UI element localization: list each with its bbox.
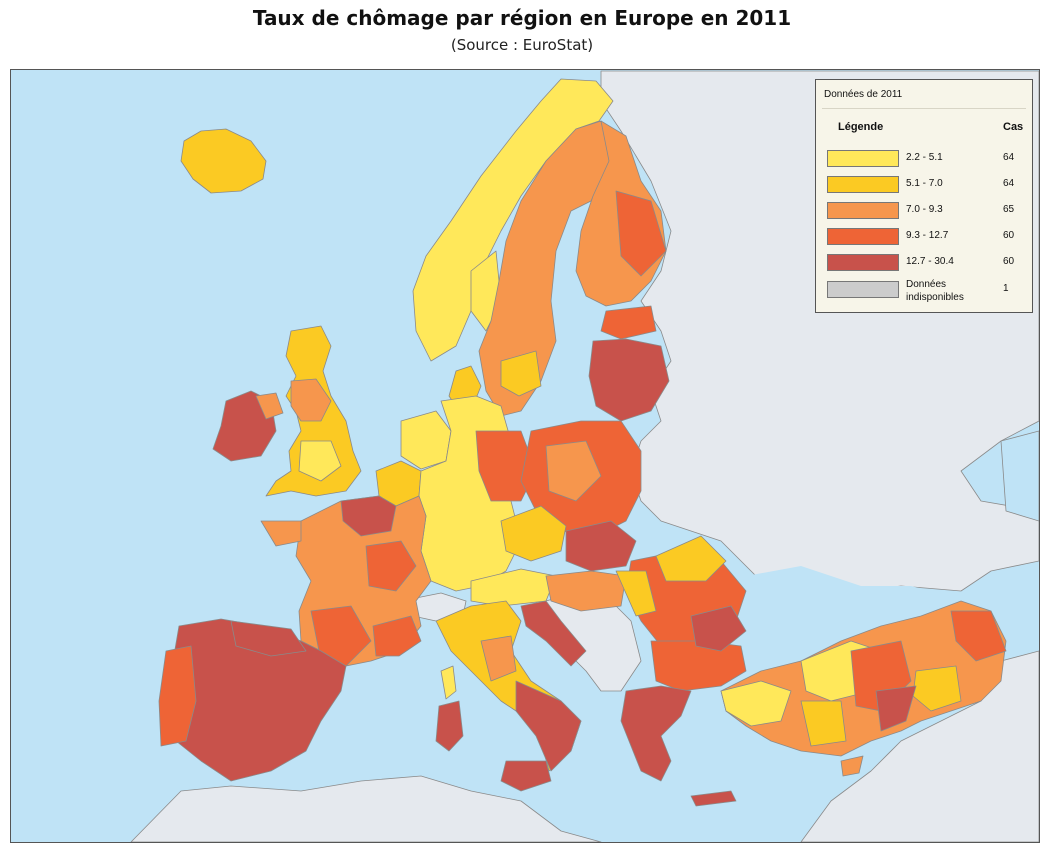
region-romania-northeast[interactable] [655, 535, 727, 582]
legend-swatch [827, 176, 899, 193]
region-iceland[interactable] [180, 128, 267, 194]
region-turkey-south[interactable] [875, 685, 917, 732]
legend-swatch [827, 281, 899, 298]
region-hungary[interactable] [545, 570, 627, 612]
region-turkey-west[interactable] [720, 680, 792, 727]
map-legend: Données de 2011 Légende Cas 2.2 - 5.1 64… [815, 79, 1033, 313]
region-portugal[interactable] [158, 645, 197, 747]
legend-swatch [827, 202, 899, 219]
legend-item: 2.2 - 5.1 64 [822, 146, 1026, 172]
legend-count: 60 [1003, 256, 1015, 267]
map-subtitle: (Source : EuroStat) [450, 36, 594, 54]
region-cyprus[interactable] [840, 755, 864, 777]
legend-swatch [827, 228, 899, 245]
region-sweden-south[interactable] [500, 350, 542, 397]
legend-range: 5.1 - 7.0 [906, 178, 943, 189]
region-france-southwest[interactable] [310, 605, 372, 667]
region-spain-north[interactable] [230, 620, 307, 657]
region-france-south[interactable] [372, 615, 422, 657]
legend-swatch [827, 150, 899, 167]
region-sardinia[interactable] [435, 700, 464, 752]
region-italy-south[interactable] [515, 680, 582, 772]
legend-range: 12.7 - 30.4 [906, 256, 954, 267]
legend-count: 64 [1003, 178, 1015, 189]
region-finland-east[interactable] [615, 190, 667, 277]
map-frame[interactable]: Données de 2011 Légende Cas 2.2 - 5.1 64… [10, 69, 1040, 843]
region-estonia[interactable] [600, 305, 657, 340]
legend-count: 60 [1003, 230, 1015, 241]
region-slovakia[interactable] [565, 520, 637, 572]
region-bulgaria-north[interactable] [690, 605, 747, 652]
legend-column-legend: Légende [838, 121, 884, 133]
region-greece[interactable] [620, 685, 692, 782]
region-northern-ireland[interactable] [255, 392, 284, 420]
region-crete[interactable] [690, 790, 737, 807]
legend-item: 7.0 - 9.3 65 [822, 198, 1026, 224]
map-title: Taux de chômage par région en Europe en … [252, 6, 792, 30]
region-bretagne[interactable] [260, 520, 302, 547]
region-czechia[interactable] [500, 505, 567, 562]
region-romania-west[interactable] [615, 570, 657, 617]
region-germany-east[interactable] [475, 430, 537, 502]
region-corsica[interactable] [440, 665, 457, 700]
legend-range: Données indisponibles [906, 279, 964, 303]
legend-divider [822, 108, 1026, 109]
region-france-nord[interactable] [340, 495, 397, 537]
legend-range: 7.0 - 9.3 [906, 204, 943, 215]
region-poland-central[interactable] [545, 440, 602, 502]
region-croatia[interactable] [520, 600, 587, 667]
region-italy-centre[interactable] [480, 635, 517, 682]
region-france-centre[interactable] [365, 540, 417, 592]
legend-item: Données indisponibles 1 [822, 277, 1026, 303]
legend-count: 65 [1003, 204, 1015, 215]
region-uk-north-england[interactable] [290, 378, 332, 422]
legend-swatch [827, 254, 899, 271]
region-norway[interactable] [412, 78, 614, 362]
legend-range: 9.3 - 12.7 [906, 230, 949, 241]
region-sicily[interactable] [500, 760, 552, 792]
region-turkey-south-central[interactable] [800, 700, 847, 747]
region-ireland[interactable] [212, 390, 277, 462]
legend-item: 9.3 - 12.7 60 [822, 224, 1026, 250]
legend-column-count: Cas [1003, 121, 1024, 133]
legend-heading: Données de 2011 [824, 89, 903, 100]
region-turkey-northeast[interactable] [950, 610, 1007, 662]
legend-count: 64 [1003, 152, 1015, 163]
legend-count: 1 [1003, 283, 1009, 294]
region-latvia-lithuania[interactable] [588, 338, 670, 422]
legend-range: 2.2 - 5.1 [906, 152, 943, 163]
legend-item: 5.1 - 7.0 64 [822, 172, 1026, 198]
legend-item: 12.7 - 30.4 60 [822, 250, 1026, 276]
region-uk-south[interactable] [298, 440, 342, 482]
